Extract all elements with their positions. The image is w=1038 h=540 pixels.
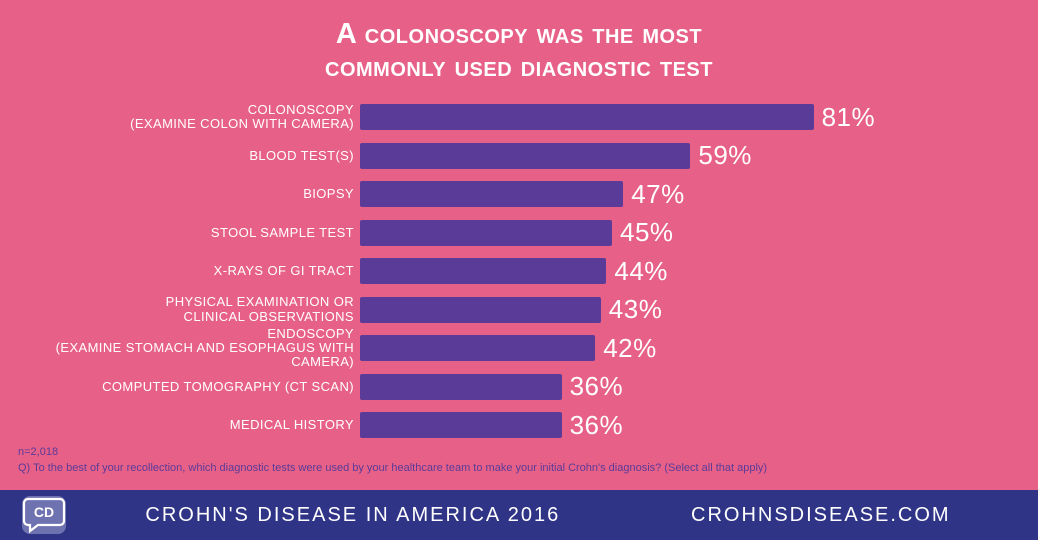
logo-text: CD <box>34 504 54 520</box>
bar-wrap: 59% <box>360 143 752 169</box>
bar-label: BLOOD TEST(S) <box>14 149 354 163</box>
sample-size: n=2,018 <box>18 445 767 460</box>
bar-value: 47% <box>631 179 685 210</box>
bar-row: COLONOSCOPY (EXAMINE COLON WITH CAMERA)8… <box>360 98 1038 137</box>
bar-value: 59% <box>698 140 752 171</box>
bar <box>360 335 595 361</box>
footer-left: CROHN'S DISEASE IN AMERICA 2016 <box>145 504 560 527</box>
bar-row: STOOL SAMPLE TEST45% <box>360 214 1038 253</box>
bar <box>360 374 562 400</box>
bar-wrap: 81% <box>360 104 875 130</box>
footer-right: CROHNSDISEASE.COM <box>691 504 951 527</box>
bar-label: BIOPSY <box>14 187 354 201</box>
bar <box>360 412 562 438</box>
bar-row: BIOPSY47% <box>360 175 1038 214</box>
bar <box>360 258 606 284</box>
footnote: n=2,018 Q) To the best of your recollect… <box>18 445 767 476</box>
bar-row: BLOOD TEST(S)59% <box>360 137 1038 176</box>
bar-label: PHYSICAL EXAMINATION OR CLINICAL OBSERVA… <box>14 295 354 324</box>
bar-value: 45% <box>620 217 674 248</box>
bar-value: 42% <box>603 333 657 364</box>
infographic-canvas: A colonoscopy was the most commonly used… <box>0 0 1038 540</box>
bar-label: STOOL SAMPLE TEST <box>14 226 354 240</box>
bar-chart: COLONOSCOPY (EXAMINE COLON WITH CAMERA) 8… <box>0 98 1038 445</box>
bar-row: ENDOSCOPY (EXAMINE STOMACH AND ESOPHAGUS… <box>360 329 1038 368</box>
bar-wrap: 44% <box>360 258 668 284</box>
bar-label: X-RAYS OF GI TRACT <box>14 264 354 278</box>
bar-label: MEDICAL HISTORY <box>14 418 354 432</box>
bar-label: ENDOSCOPY (EXAMINE STOMACH AND ESOPHAGUS… <box>14 327 354 370</box>
bar <box>360 104 814 130</box>
bar-row: MEDICAL HISTORY36% <box>360 406 1038 445</box>
speech-bubble-icon: CD <box>22 496 66 534</box>
bar-wrap: 47% <box>360 181 685 207</box>
logo-badge: CD <box>22 496 66 534</box>
bar <box>360 297 601 323</box>
bar <box>360 220 612 246</box>
bar-label: COLONOSCOPY (EXAMINE COLON WITH CAMERA) <box>14 103 354 132</box>
survey-question: Q) To the best of your recollection, whi… <box>18 461 767 476</box>
bar-value: 81% <box>822 102 876 133</box>
title-line-1: A colonoscopy was the most <box>0 18 1038 51</box>
bar-label: COMPUTED TOMOGRAPHY (CT SCAN) <box>14 380 354 394</box>
bar-value: 36% <box>570 410 624 441</box>
chart-title: A colonoscopy was the most commonly used… <box>0 0 1038 85</box>
bar-row: COMPUTED TOMOGRAPHY (CT SCAN)36% <box>360 368 1038 407</box>
bar-value: 43% <box>609 294 663 325</box>
bar-wrap: 45% <box>360 220 674 246</box>
title-line-2: commonly used diagnostic test <box>0 51 1038 84</box>
bar-wrap: 42% <box>360 335 657 361</box>
bar-value: 44% <box>614 256 668 287</box>
footer-text: CROHN'S DISEASE IN AMERICA 2016 CROHNSDI… <box>80 504 1016 527</box>
bar <box>360 143 690 169</box>
bar-wrap: 36% <box>360 412 623 438</box>
bar-wrap: 43% <box>360 297 662 323</box>
bar-wrap: 36% <box>360 374 623 400</box>
bar-value: 36% <box>570 371 624 402</box>
footer-bar: CD CROHN'S DISEASE IN AMERICA 2016 CROHN… <box>0 490 1038 540</box>
bar-row: PHYSICAL EXAMINATION OR CLINICAL OBSERVA… <box>360 291 1038 330</box>
bar-row: X-RAYS OF GI TRACT44% <box>360 252 1038 291</box>
bar <box>360 181 623 207</box>
